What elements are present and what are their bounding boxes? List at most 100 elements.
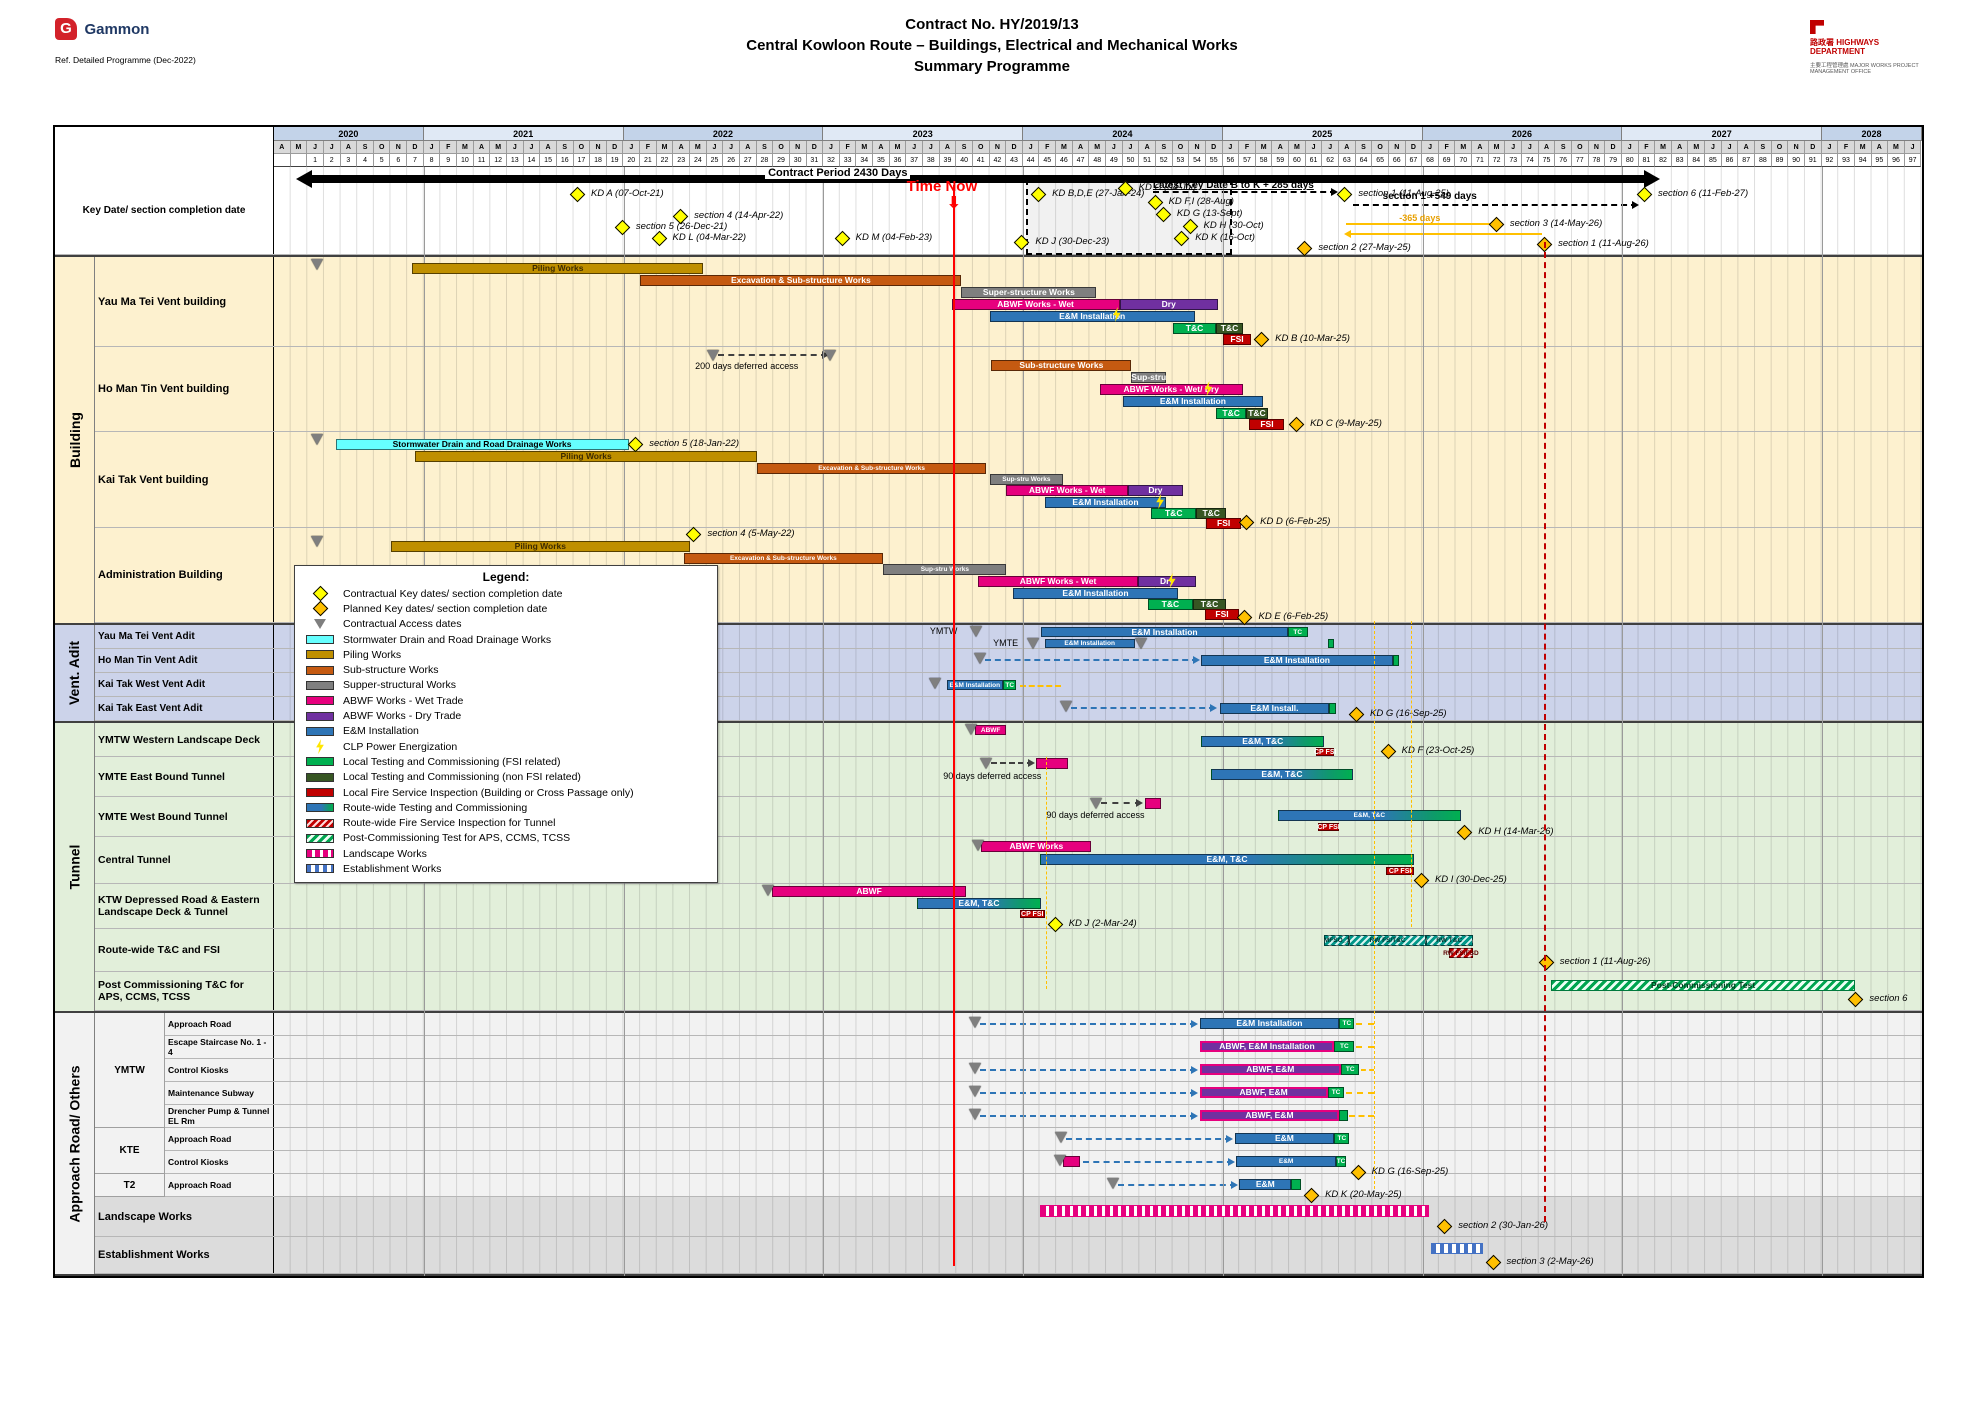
access-date-triangle-icon [311,259,324,270]
month-number-cell: 90 [1788,154,1805,167]
milestone-label: section 5 (26-Dec-21) [635,221,728,232]
month-number-cell: 81 [1638,154,1656,167]
gantt-bar-piling: Piling Works [415,451,757,462]
access-date-triangle-icon [1053,1155,1066,1166]
legend-item: Local Fire Service Inspection (Building … [305,785,707,800]
month-number-cell: 12 [490,154,507,167]
arrowhead-icon [1191,1089,1199,1097]
arrowhead-icon [1028,759,1036,767]
row-label: Key Date/ section completion date [55,167,274,254]
gantt-bar-tc [1339,1110,1348,1121]
month-number-cell: 67 [1405,154,1423,167]
group-label-text: Approach Road/ Others [66,1064,83,1223]
title-contract-no: Contract No. HY/2019/13 [905,16,1079,33]
subgroup-label: YMTW [95,1013,165,1128]
month-number-cell: 88 [1755,154,1772,167]
access-date-triangle-icon [968,1086,981,1097]
group-label-tunnel: Tunnel [55,723,95,1011]
row-label: Escape Staircase No. 1 - 4 [165,1036,274,1058]
month-cell: J [1222,141,1240,154]
month-number-cell: 58 [1255,154,1273,167]
row-label: YMTW Western Landscape Deck [95,723,274,756]
connector-line [1117,1181,1239,1189]
legend-item: Stormwater Drain and Road Drainage Works [305,632,707,647]
month-number-cell [274,154,291,167]
milestone-diamond-icon [1488,216,1505,233]
row-chart-zone: section 2 (30-Jan-26) [274,1197,1922,1236]
annotation-text: section 1 +549 days [1382,191,1477,202]
legend-item: Contractual Access dates [305,617,707,632]
month-number-cell: 69 [1438,154,1456,167]
row-chart-zone: Piling Works Excavation & Sub-structure W… [274,257,1922,348]
legend-item-label: Sub-structure Works [343,664,439,677]
annotation-text: 90 days deferred access [1046,810,1145,820]
connector-line [1071,704,1217,712]
row-label: Kai Tak East Vent Adit [95,697,274,720]
legend-item: Post-Commissioning Test for APS, CCMS, T… [305,831,707,846]
month-number-cell [290,154,308,167]
month-number-cell: 51 [1139,154,1156,167]
legend-item-label: Local Testing and Commissioning (FSI rel… [343,755,561,768]
connector-line [1346,223,1493,225]
access-date-triangle-icon [311,536,324,547]
year-cell: 2024 [1023,127,1223,141]
milestone-diamond-icon [627,436,644,453]
reference-label: Ref. Detailed Programme (Dec-2022) [55,55,196,65]
month-number-cell: 53 [1172,154,1190,167]
month-cell: O [1771,141,1789,154]
gantt-bar-em: E&M Installation [946,680,1004,690]
row-label: Ho Man Tin Vent building [95,347,274,431]
gantt-row: KTW Depressed Road & Eastern Landscape D… [55,884,1922,933]
month-cell: F [640,141,657,154]
legend-swatch [305,696,335,706]
gantt-row: Approach Road E&M TC [55,1128,1922,1151]
gantt-bar-rwt: MFSO_1 [1323,935,1350,946]
legend-swatch [305,739,335,755]
month-number-cell: 34 [856,154,874,167]
legend-item: CLP Power Energization [305,739,707,755]
connector-line [1356,1023,1375,1025]
milestone-label: KD F,I (28-Aug) [1168,196,1234,207]
legend-color-swatch [306,818,334,828]
month-cell: J [423,141,441,154]
month-number-cell: 30 [789,154,807,167]
month-number-cell: 41 [972,154,990,167]
access-date-triangle-icon [1106,1178,1119,1189]
milestone-diamond-icon [1237,609,1253,626]
legend-item-label: Planned Key dates/ section completion da… [343,602,548,615]
row-label: Administration Building [95,528,274,622]
month-cell: M [1289,141,1306,154]
row-label: Landscape Works [95,1197,274,1236]
gantt-bar-tc [1329,703,1337,714]
connector-line [979,1112,1199,1120]
gantt-bar-tc [1291,1179,1302,1190]
gantt-row: Drencher Pump & Tunnel EL Rm ABWF, E&M [55,1105,1922,1128]
gantt-row: Yau Ma Tei Vent building Piling Works Exca… [55,257,1922,348]
legend-color-swatch [306,665,334,675]
month-cell: J [1122,141,1140,154]
month-cell: S [1555,141,1572,154]
gantt-bar-em: E&M [1234,1133,1335,1144]
gantt-bar-wet: ABWF Works [981,841,1092,852]
legend-item: Landscape Works [305,846,707,861]
month-cell: M [1688,141,1706,154]
access-date-triangle-icon [968,1017,981,1028]
access-date-triangle-icon [928,678,941,689]
month-number-cell: 79 [1605,154,1622,167]
connector-line [1361,1069,1375,1071]
month-cell: A [473,141,491,154]
annotation-text: YMTW [929,626,958,636]
month-cell: D [806,141,824,154]
row-chart-zone: section 3 (2-May-26) [274,1237,1922,1273]
row-label: YMTE West Bound Tunnel [95,797,274,836]
month-number-cell: 37 [906,154,923,167]
month-cell: S [756,141,774,154]
gantt-bar-cp: CP FSI [1317,823,1340,831]
month-number-cell: 2 [323,154,341,167]
month-cell: J [706,141,724,154]
month-cell: J [1022,141,1040,154]
connector-line [1349,1115,1375,1117]
legend-item-label: ABWF Works - Dry Trade [343,710,462,723]
row-chart-zone: ABWF, E&M Installation TC [274,1036,1922,1058]
gantt-bar-abem: ABWF, E&M [1199,1087,1328,1098]
